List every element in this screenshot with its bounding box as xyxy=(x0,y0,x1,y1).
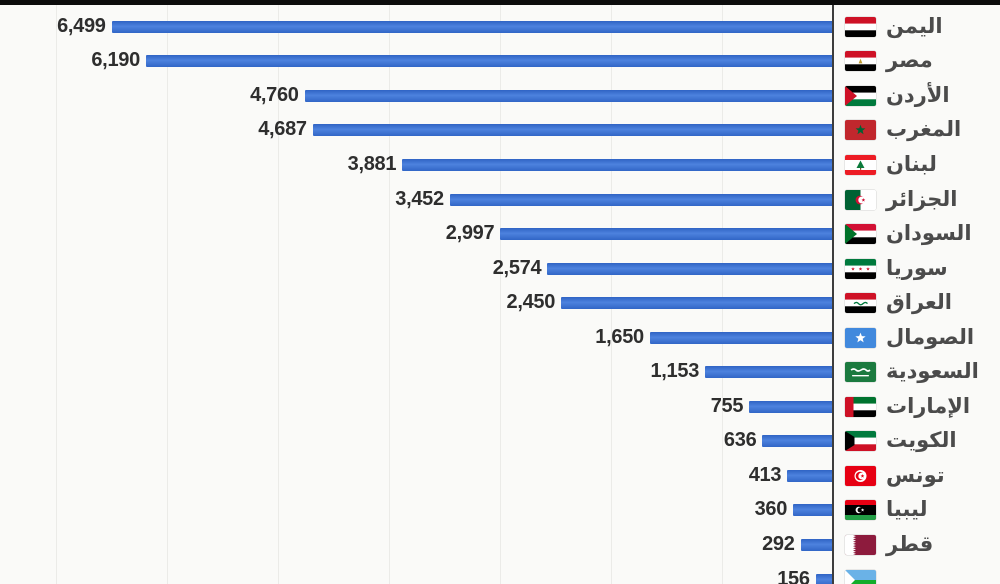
bar xyxy=(547,262,833,275)
bar-value-label: 1,650 xyxy=(595,325,644,348)
bar-row: 2,574 سوريا xyxy=(0,251,1000,286)
bar xyxy=(815,573,833,584)
flag-icon-kuwait xyxy=(845,431,876,452)
bar xyxy=(561,297,833,310)
gridline xyxy=(611,5,612,584)
bar-row: 6,499 اليمن xyxy=(0,10,1000,45)
country-label: اليمن xyxy=(886,13,943,38)
flag-icon-lebanon xyxy=(845,154,876,175)
bar-value-label: 6,499 xyxy=(57,14,106,37)
bar-value-label: 292 xyxy=(762,533,795,556)
country-label: ليبيا xyxy=(886,497,928,522)
bar-value-label: 156 xyxy=(777,567,810,584)
country-label: لبنان xyxy=(886,151,937,176)
bar xyxy=(649,331,834,344)
country-label: مصر xyxy=(886,48,933,73)
bar-row: 1,650 الصومال xyxy=(0,320,1000,355)
gridline xyxy=(389,5,390,584)
bar-value-label: 755 xyxy=(710,394,744,417)
country-label: العراق xyxy=(886,290,952,315)
bar-row: 360 ليبيا xyxy=(0,493,1000,528)
bar-value-label: 2,574 xyxy=(492,256,542,279)
bar xyxy=(762,435,833,448)
gridline xyxy=(500,5,501,584)
flag-icon-algeria xyxy=(845,189,876,210)
gridline xyxy=(722,5,723,584)
flag-icon-jordan xyxy=(845,85,876,106)
gridline xyxy=(167,5,168,584)
bar-value-label: 3,881 xyxy=(347,152,397,175)
bar-row: 3,881 لبنان xyxy=(0,148,1000,183)
flag-icon-saudi-arabia xyxy=(845,362,876,383)
country-label: الكويت xyxy=(886,428,957,453)
country-label: تونس xyxy=(886,462,945,487)
bar-row: 3,452 الجزائر xyxy=(0,182,1000,217)
flag-icon-morocco xyxy=(845,120,876,141)
bar-value-label: 4,760 xyxy=(250,83,299,106)
country-label: قطر xyxy=(886,532,934,557)
country-label: السودان xyxy=(886,221,972,246)
bar-value-label: 3,452 xyxy=(395,187,444,210)
bar-row: 156 xyxy=(0,562,1000,584)
bar xyxy=(449,193,833,206)
bar-row: 636 الكويت xyxy=(0,424,1000,459)
flag-icon-yemen xyxy=(845,16,876,37)
bar xyxy=(787,469,833,482)
bar xyxy=(304,89,833,102)
bar-value-label: 413 xyxy=(748,463,782,486)
bar xyxy=(793,504,833,517)
country-label: الأردن xyxy=(886,82,950,107)
bar xyxy=(312,124,833,137)
bar-value-label: 2,997 xyxy=(445,222,495,245)
bar-value-label: 4,687 xyxy=(258,118,307,141)
bar-row: 755 الإمارات xyxy=(0,390,1000,425)
flag-icon-libya xyxy=(845,500,876,521)
bar-row: 292 قطر xyxy=(0,528,1000,563)
baseline-axis xyxy=(832,5,834,584)
bar-value-label: 2,450 xyxy=(506,291,556,314)
bar xyxy=(705,366,833,379)
bar-value-label: 1,153 xyxy=(650,360,700,383)
country-label: الجزائر xyxy=(886,186,958,211)
flag-icon-somalia xyxy=(845,327,876,348)
country-label: الإمارات xyxy=(886,393,971,418)
flag-icon-sudan xyxy=(845,224,876,245)
flag-icon-egypt xyxy=(845,51,876,72)
bar-value-label: 6,190 xyxy=(91,49,140,72)
bar-row: 6,190 مصر xyxy=(0,44,1000,79)
flag-icon-iraq xyxy=(845,293,876,314)
flag-icon-tunisia xyxy=(845,465,876,486)
bar-value-label: 636 xyxy=(723,429,757,452)
flag-icon-qatar xyxy=(845,535,876,556)
bar-row: 2,997 السودان xyxy=(0,217,1000,252)
flag-icon-partial xyxy=(845,569,876,584)
letterbox-top xyxy=(0,0,1000,5)
gridline xyxy=(278,5,279,584)
bar-row: 413 تونس xyxy=(0,459,1000,494)
country-label: سوريا xyxy=(886,255,948,280)
bar xyxy=(111,20,833,33)
bar-row: 4,760 الأردن xyxy=(0,79,1000,114)
bar-row: 1,153 السعودية xyxy=(0,355,1000,390)
bar-row: 4,687 المغرب xyxy=(0,113,1000,148)
bar xyxy=(402,158,833,171)
bar xyxy=(145,55,833,68)
bar-value-label: 360 xyxy=(754,498,788,521)
gridline xyxy=(56,5,57,584)
country-label: السعودية xyxy=(886,359,979,384)
bar xyxy=(800,539,833,552)
flag-icon-syria xyxy=(845,258,876,279)
country-label: الصومال xyxy=(886,324,975,349)
bar xyxy=(500,228,833,241)
flag-icon-uae xyxy=(845,396,876,417)
country-label: المغرب xyxy=(886,117,962,142)
bar-row: 2,450 العراق xyxy=(0,286,1000,321)
bar xyxy=(749,400,833,413)
